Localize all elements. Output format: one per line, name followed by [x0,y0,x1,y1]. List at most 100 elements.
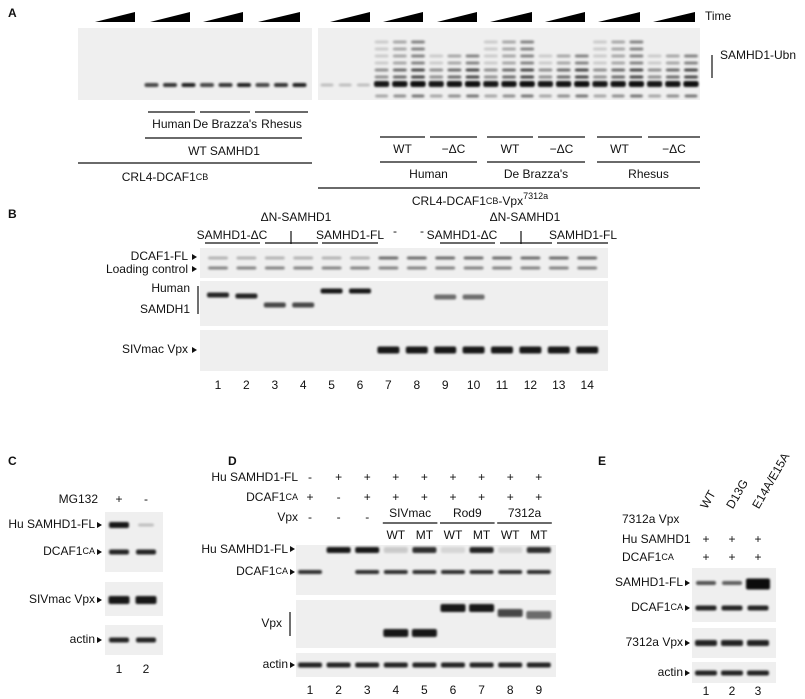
band [144,83,159,87]
band [576,346,599,354]
band [383,662,408,668]
label-part: 7312a Vpx [626,635,683,649]
band [447,75,462,79]
label: DCAF1-FL [131,249,189,263]
label: + [421,470,428,484]
band [502,47,516,51]
band [696,581,716,585]
band [326,547,351,553]
band [629,40,644,44]
label: C [8,454,17,468]
band [556,54,571,58]
band [374,68,389,72]
band [593,61,607,65]
band [665,54,680,58]
arrowhead [290,569,295,575]
band [463,256,484,260]
time-wedge [330,12,370,22]
label: 10 [467,378,481,392]
band [383,570,408,574]
arrowhead [97,522,102,528]
band [393,94,407,98]
band [465,54,480,58]
label: WT [393,142,412,156]
label-part: CA [275,566,288,576]
label: + [392,490,399,504]
band [647,54,662,58]
band [375,94,389,98]
band [684,54,698,58]
band [207,292,229,298]
label: 3 [364,683,371,697]
band [181,83,196,87]
band [526,611,552,619]
band [526,662,551,668]
band [136,549,156,555]
label: WT [501,142,520,156]
band [469,604,495,612]
label: Rod9 [453,506,482,520]
label: + [364,470,371,484]
band [611,68,626,72]
band [406,256,427,260]
label: A [8,6,17,20]
band [462,346,485,354]
band [392,75,407,79]
label-part: DCAF1 [43,544,83,558]
band [665,81,681,87]
band [441,547,465,553]
band [109,549,129,555]
band [469,570,494,574]
band [746,578,770,590]
label: CRL4-DCAF1CB [122,170,209,184]
band [520,47,535,51]
label: DCAF1CA [236,564,288,578]
band [465,68,480,72]
label: SAMHD1-FL [615,575,683,589]
band [412,547,437,553]
band [629,54,644,58]
band [406,266,427,270]
band [237,83,251,87]
band [411,54,425,58]
band [469,547,494,553]
band [411,61,425,65]
band [446,81,462,87]
arrowhead [97,637,102,643]
band [326,662,351,668]
band [593,47,607,51]
label: Human [152,117,191,131]
band [374,61,389,65]
band [556,81,572,87]
label: 13 [552,378,566,392]
band [684,61,698,65]
band [465,75,480,79]
label: + [478,470,485,484]
label-part: DCAF1 [622,550,662,564]
band [574,81,590,87]
label: + [392,470,399,484]
band [611,75,626,79]
band [647,68,662,72]
label: 2 [335,683,342,697]
band [292,302,315,308]
arrowhead [97,549,102,555]
band [695,670,717,676]
label: DCAF1CA [43,544,95,558]
band [520,75,535,79]
arrowhead [97,597,102,603]
band [665,75,680,79]
label: Rhesus [628,167,669,181]
band [392,68,407,72]
band [492,256,512,260]
label: DCAF1CA [631,600,683,614]
label: Loading control [106,262,188,276]
label: 8 [507,683,514,697]
band [722,581,742,585]
label: + [535,470,542,484]
band [447,68,462,72]
blot [78,28,312,100]
band [441,662,465,668]
band [611,40,626,44]
arrowhead [192,347,197,353]
